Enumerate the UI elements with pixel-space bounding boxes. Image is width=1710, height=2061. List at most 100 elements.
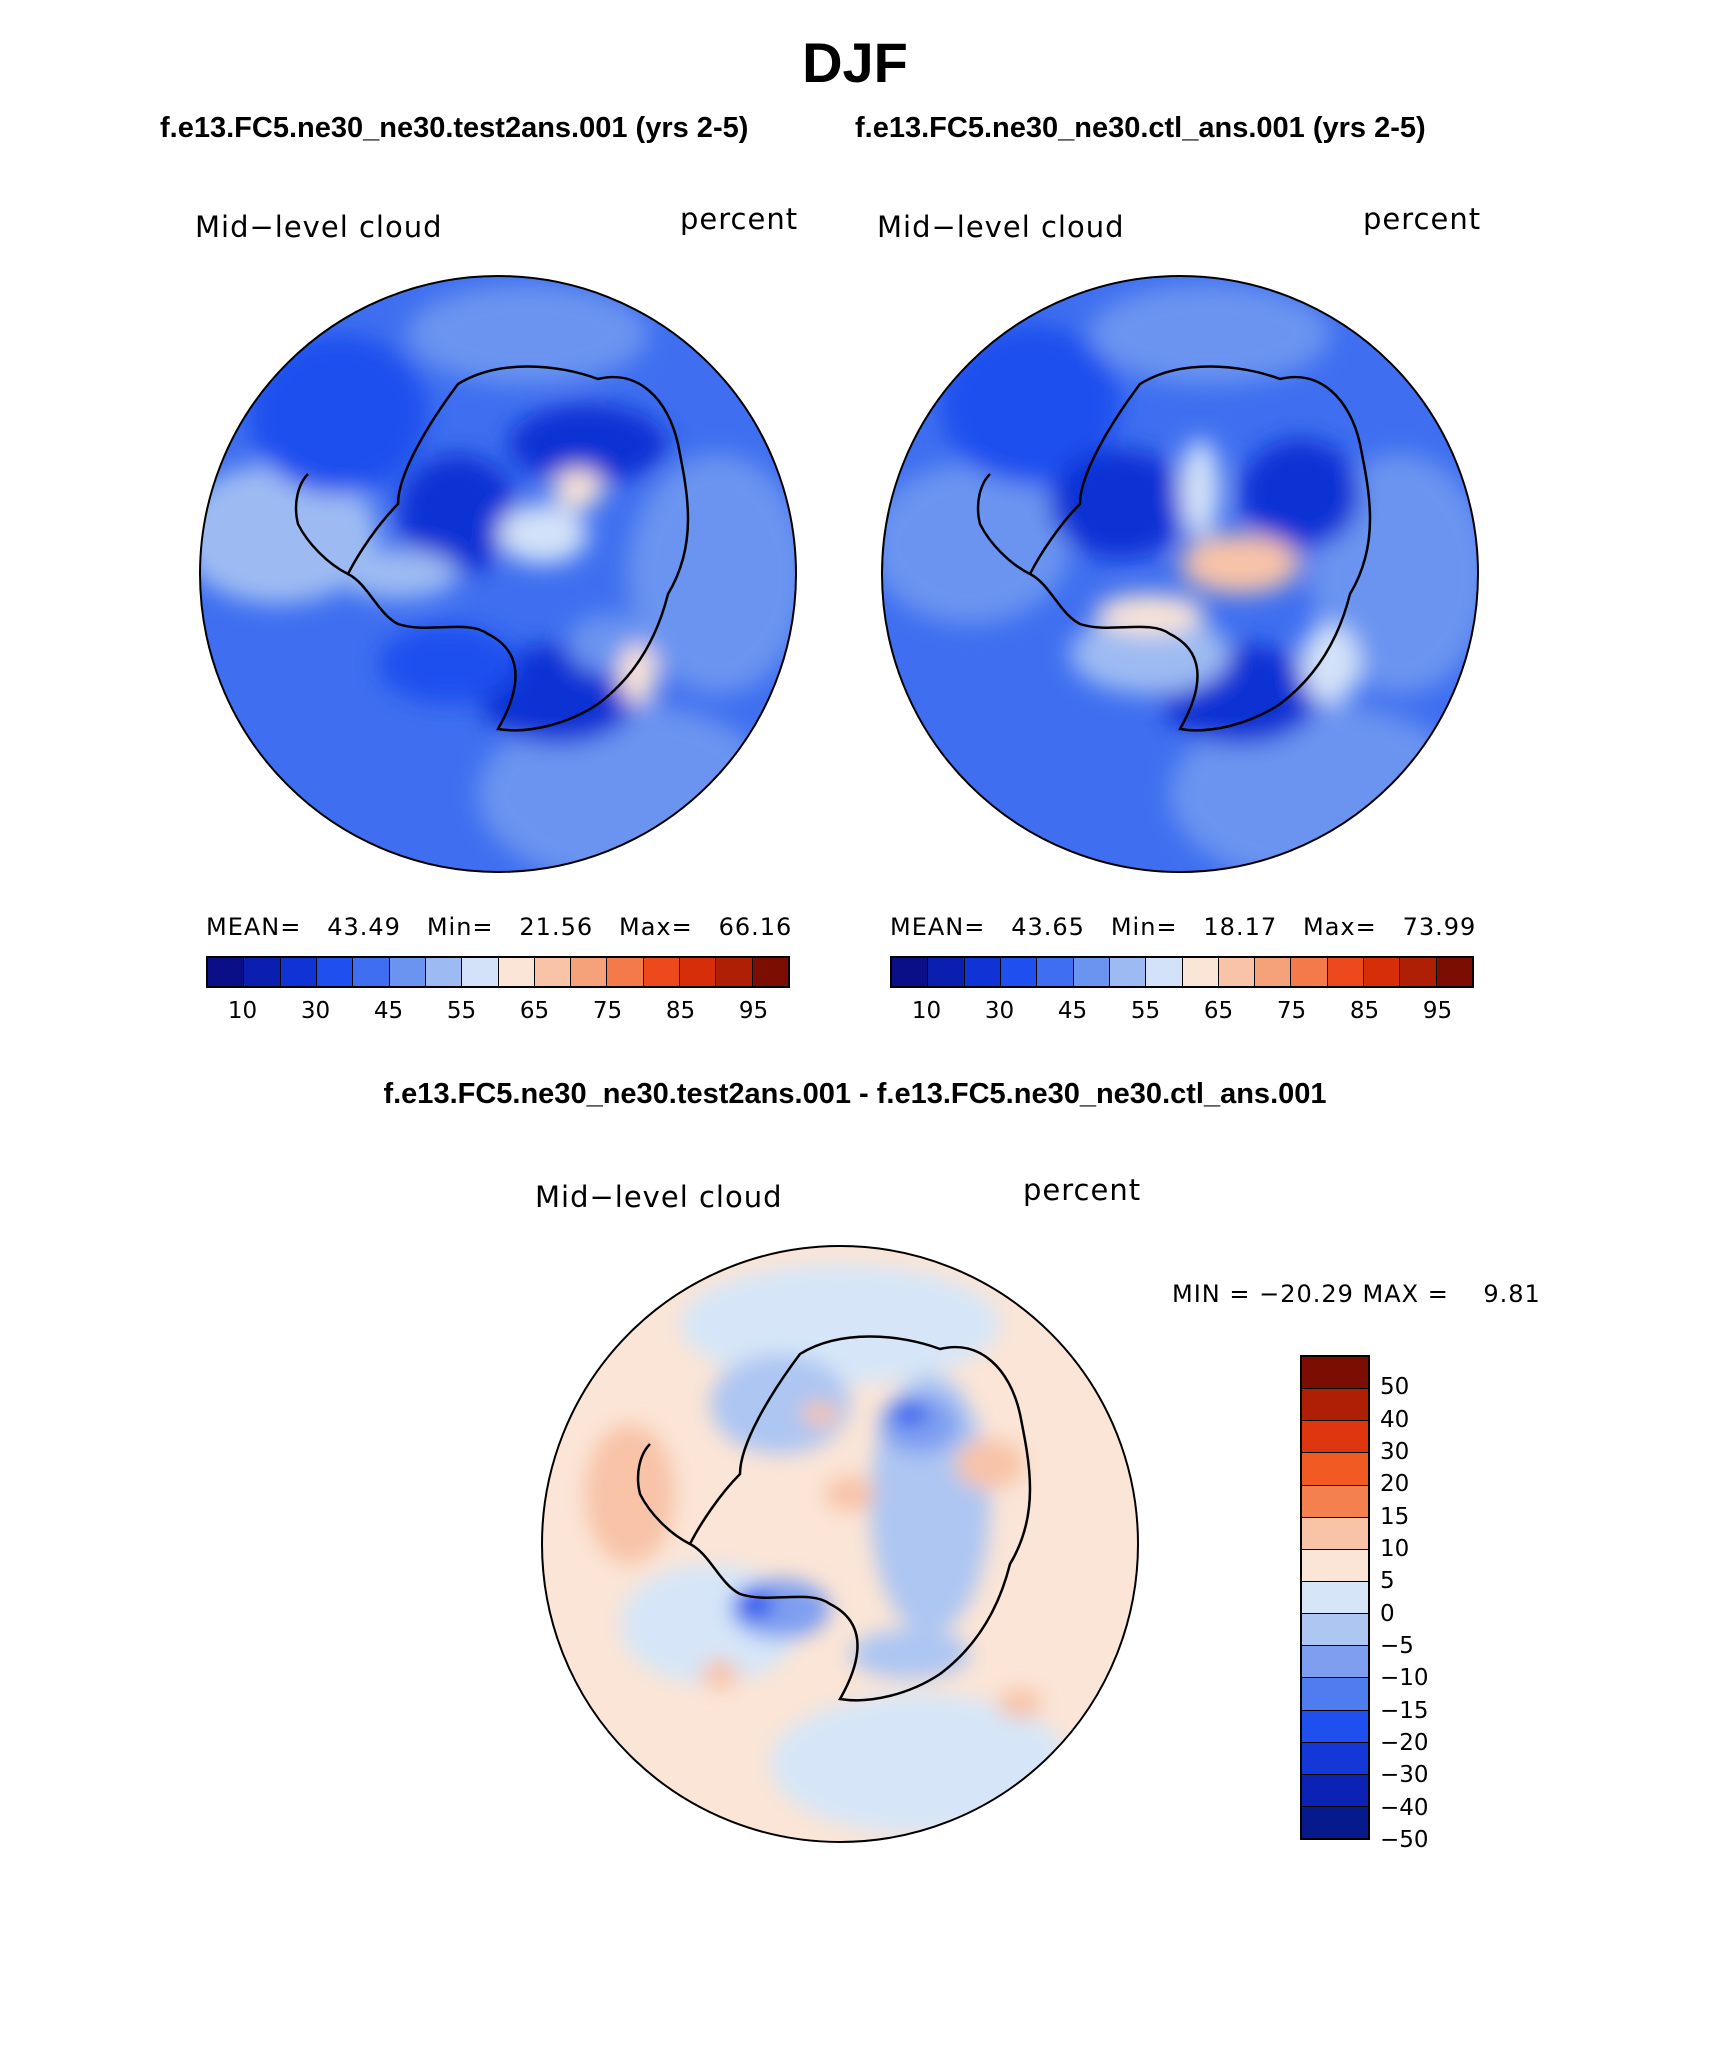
diff-colorbar-cell [1302, 1453, 1368, 1486]
panel1-colorbar-cell [244, 958, 281, 986]
diff-colorbar-tick-label: 5 [1380, 1568, 1395, 1595]
diff-cloud-field [542, 1246, 1138, 1842]
panel2-colorbar-tick-label: 30 [984, 998, 1015, 1024]
panel2-colorbar-cell [1400, 958, 1437, 986]
panel2-colorbar-tick-label: 95 [1422, 998, 1453, 1024]
panel1-colorbar-cell [425, 958, 463, 986]
panel2-colorbar-cell [1000, 958, 1038, 986]
panel2-colorbar-tick-label: 75 [1276, 998, 1307, 1024]
diff-colorbar-cell [1302, 1806, 1368, 1839]
panel2-units-label: percent [1363, 202, 1482, 236]
panel2-colorbar-cell [928, 958, 965, 986]
diff-colorbar-tick-label: −5 [1380, 1633, 1414, 1659]
panel2-colorbar-cell [1364, 958, 1401, 986]
panel1-colorbar-tick-label: 55 [446, 998, 477, 1024]
panel2-colorbar-cell [1327, 958, 1365, 986]
panel1-variable-label: Mid−level cloud [195, 210, 443, 244]
diff-colorbar-tick-label: −50 [1380, 1827, 1429, 1853]
panel1-colorbar-cell [716, 958, 753, 986]
panel2-colorbar-cell [1146, 958, 1183, 986]
panel1-colorbar-tick-label: 45 [373, 998, 404, 1024]
panel1-map [199, 275, 797, 873]
diff-colorbar-tick-label: 40 [1380, 1406, 1410, 1433]
diff-colorbar-tick-label: 20 [1380, 1471, 1410, 1498]
diff-colorbar-cell [1302, 1646, 1368, 1679]
panel2-variable-label: Mid−level cloud [877, 210, 1125, 244]
diff-colorbar-cell [1302, 1389, 1368, 1422]
panel1-colorbar-tick-label: 10 [227, 998, 258, 1024]
panel2-colorbar-cell [892, 958, 929, 986]
diff-colorbar-cell [1302, 1357, 1368, 1390]
panel2-colorbar-tick-label: 55 [1130, 998, 1161, 1024]
panel1-colorbar-cell [208, 958, 245, 986]
panel2-colorbar-cell [1218, 958, 1256, 986]
panel2-colorbar [890, 956, 1474, 988]
diff-map [541, 1245, 1139, 1843]
diff-colorbar-cell [1302, 1517, 1368, 1550]
subtitle-right: f.e13.FC5.ne30_ne30.ctl_ans.001 (yrs 2-5… [855, 112, 1426, 144]
diff-colorbar-ticks: 50 40 30 20 15 10 5 0 −5 −10 −15 −20 −30 −40 −50 [1380, 1355, 1460, 1853]
panel1-colorbar-tick-label: 65 [519, 998, 550, 1024]
panel1-colorbar-tick-label: 85 [665, 998, 696, 1024]
panel1-colorbar-cell [607, 958, 644, 986]
panel1-units-label: percent [680, 202, 799, 236]
diff-colorbar-cell [1302, 1549, 1368, 1582]
panel1-colorbar-cell [752, 958, 788, 986]
panel2-colorbar-cell [1436, 958, 1472, 986]
diff-colorbar-cell [1302, 1614, 1368, 1647]
diff-colorbar-cell [1302, 1485, 1368, 1518]
figure-title: DJF [802, 31, 908, 94]
panel2-colorbar-cell [1073, 958, 1110, 986]
panel1-colorbar-cell [316, 958, 354, 986]
diff-colorbar-tick-label: −40 [1380, 1794, 1429, 1821]
diff-variable-label: Mid−level cloud [535, 1180, 783, 1214]
panel1-stats: MEAN= 43.49 Min= 21.56 Max= 66.16 [206, 913, 793, 941]
panel2-colorbar-cell [1109, 958, 1147, 986]
diff-colorbar-cell [1302, 1678, 1368, 1711]
panel2-colorbar-cell [964, 958, 1001, 986]
diff-colorbar-tick-label: −15 [1380, 1697, 1429, 1724]
diff-colorbar-cell [1302, 1581, 1368, 1615]
panel2-colorbar-cell [1037, 958, 1074, 986]
panel1-colorbar-tick-label: 95 [738, 998, 769, 1024]
panel2-map [881, 275, 1479, 873]
diff-colorbar-tick-label: 0 [1380, 1600, 1395, 1627]
panel2-colorbar-tick-label: 45 [1057, 998, 1088, 1024]
diff-colorbar-tick-label: 10 [1380, 1536, 1410, 1562]
panel2-colorbar-tick-label: 65 [1203, 998, 1234, 1024]
panel1-colorbar-tick-label: 75 [592, 998, 623, 1024]
diff-colorbar-tick-label: −20 [1380, 1730, 1429, 1756]
diff-colorbar [1300, 1355, 1370, 1840]
panel2-colorbar-cell [1291, 958, 1328, 986]
panel2-cloud-field [882, 276, 1478, 872]
diff-colorbar-cell [1302, 1710, 1368, 1743]
diff-colorbar-tick-label: −30 [1380, 1762, 1429, 1789]
panel1-colorbar-cell [280, 958, 317, 986]
panel1-colorbar-cell [353, 958, 390, 986]
panel2-colorbar-tick-label: 85 [1349, 998, 1380, 1024]
diff-units-label: percent [1023, 1173, 1142, 1207]
panel1-colorbar-ticks: 10 30 45 55 65 75 85 95 [206, 998, 790, 1028]
diff-colorbar-cell [1302, 1742, 1368, 1775]
panel2-stats: MEAN= 43.65 Min= 18.17 Max= 73.99 [890, 913, 1477, 941]
diff-title: f.e13.FC5.ne30_ne30.test2ans.001 - f.e13… [383, 1078, 1327, 1110]
panel1-colorbar-cell [389, 958, 426, 986]
panel2-colorbar-tick-label: 10 [911, 998, 942, 1024]
diff-stats: MIN = −20.29 MAX = 9.81 [1172, 1280, 1541, 1308]
diff-colorbar-tick-label: 30 [1380, 1439, 1410, 1465]
panel1-colorbar [206, 956, 790, 988]
panel1-colorbar-tick-label: 30 [300, 998, 331, 1024]
panel1-colorbar-cell [534, 958, 572, 986]
diff-colorbar-cell [1302, 1421, 1368, 1454]
panel1-colorbar-cell [571, 958, 608, 986]
diff-colorbar-tick-label: −10 [1380, 1665, 1429, 1692]
diff-colorbar-tick-label: 15 [1380, 1503, 1410, 1530]
panel1-colorbar-cell [643, 958, 681, 986]
panel2-colorbar-cell [1255, 958, 1292, 986]
panel1-colorbar-cell [462, 958, 499, 986]
panel1-colorbar-cell [680, 958, 717, 986]
panel1-colorbar-cell [498, 958, 535, 986]
subtitle-left: f.e13.FC5.ne30_ne30.test2ans.001 (yrs 2-… [160, 112, 749, 144]
diff-colorbar-tick-label: 50 [1380, 1374, 1410, 1401]
panel2-colorbar-ticks: 10 30 45 55 65 75 85 95 [890, 998, 1474, 1028]
